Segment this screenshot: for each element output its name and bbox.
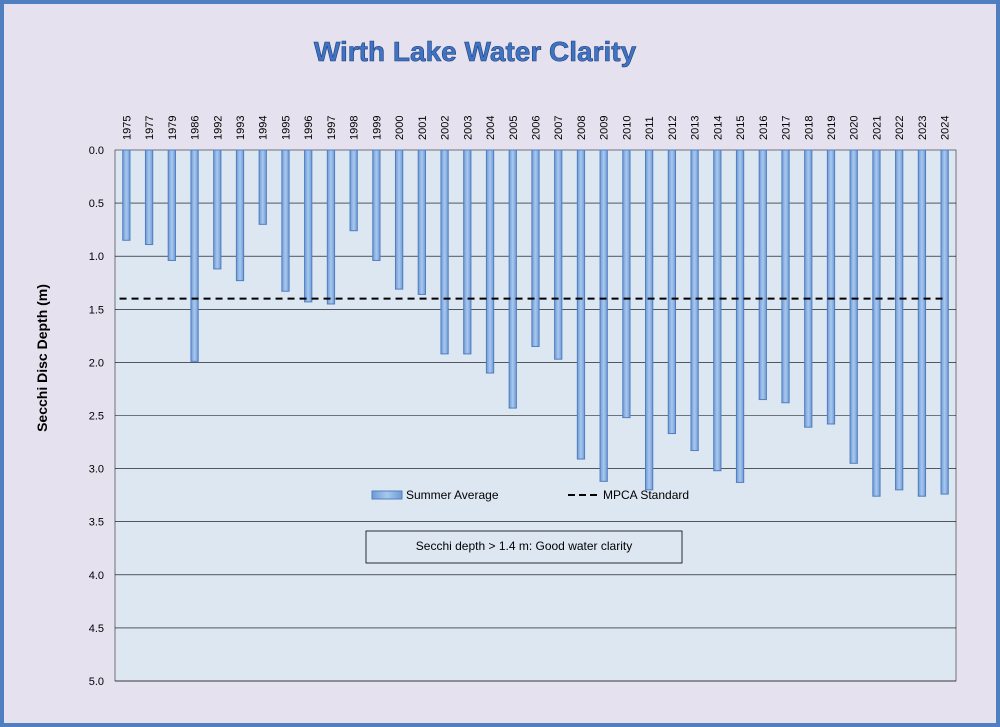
y-tick-label: 3.0 [89,464,104,476]
bar-2016 [758,149,767,401]
bar-1995 [281,149,290,292]
annotation-text: Secchi depth > 1.4 m: Good water clarity [416,539,632,553]
y-tick-label: 0.0 [89,145,104,157]
x-tick-label: 2018 [803,116,815,140]
chart-title: Wirth Lake Water Clarity [314,36,637,67]
bar-1997 [326,149,336,305]
x-tick-label: 2010 [621,116,633,140]
bar-2002 [440,149,449,355]
x-tick-label: 2000 [394,116,406,140]
x-tick-label: 2011 [644,116,656,140]
legend-label-summer-average: Summer Average [406,488,499,502]
bar-1992 [213,149,222,270]
bar-2017 [781,149,790,404]
bar-2022 [895,149,904,491]
x-tick-label: 2017 [781,116,793,140]
x-tick-label: 1995 [280,116,292,140]
x-tick-label: 1997 [326,116,338,140]
x-tick-label: 1999 [371,116,383,140]
bar-2007 [554,149,563,360]
y-tick-label: 5.0 [89,676,104,688]
x-tick-label: 2020 [849,116,861,140]
x-tick-label: 2001 [417,116,429,140]
x-tick-label: 1996 [303,116,315,140]
legend-swatch-summer-average [371,490,403,500]
y-tick-label: 1.5 [89,304,104,316]
legend: Summer Average MPCA Standard [371,488,689,502]
bar-1977 [144,149,154,246]
x-tick-label: 2002 [440,116,452,140]
bar-2000 [394,149,404,290]
bar-2003 [463,149,472,355]
x-tick-label: 2015 [735,116,747,140]
x-tick-label: 2021 [871,116,883,140]
x-tick-label: 2003 [462,116,474,140]
bar-2019 [826,149,836,425]
x-tick-label: 2008 [576,116,588,140]
bar-2010 [622,149,631,419]
bar-1994 [258,149,267,225]
x-tick-label: 2009 [599,116,611,140]
bar-2014 [713,149,722,472]
x-tick-label: 1979 [167,116,179,140]
x-tick-label: 2022 [894,116,906,140]
bar-1975 [122,149,131,241]
x-tick-label: 2019 [826,116,838,140]
x-tick-label: 1998 [349,116,361,140]
x-tick-label: 2006 [531,116,543,140]
x-tick-label: 2004 [485,116,497,140]
bar-2024 [940,149,949,495]
x-tick-label: 2005 [508,116,520,140]
y-tick-label: 0.5 [89,198,104,210]
x-tick-label: 2023 [917,116,929,140]
x-tick-label: 1975 [121,116,133,140]
x-tick-label: 2013 [690,116,702,140]
x-tick-label: 1986 [190,116,202,140]
y-tick-labels: 0.0 0.5 1.0 1.5 2.0 2.5 3.0 3.5 4.0 4.5 5.0 [89,145,104,688]
bar-2006 [531,149,540,347]
bar-2005 [508,149,517,409]
bar-1979 [167,149,176,261]
x-tick-label: 1992 [212,116,224,140]
bar-1998 [349,149,358,232]
y-tick-label: 4.0 [89,570,104,582]
y-tick-label: 2.0 [89,357,104,369]
y-tick-label: 1.0 [89,251,104,263]
y-axis-label: Secchi Disc Depth (m) [34,284,50,432]
bar-2020 [849,149,858,464]
x-tick-label: 2016 [758,116,770,140]
bar-2008 [576,149,586,460]
y-tick-label: 2.5 [89,411,104,423]
bar-2004 [485,149,495,374]
bar-2021 [872,149,881,497]
bar-2012 [667,149,677,435]
bar-series [122,149,949,497]
bar-1999 [372,149,381,261]
bar-2009 [599,149,608,482]
x-tick-label: 2024 [940,116,952,140]
annotation-box: Secchi depth > 1.4 m: Good water clarity [365,530,683,564]
x-tick-label: 2014 [712,116,724,140]
bar-2018 [804,149,813,428]
legend-label-mpca-standard: MPCA Standard [603,488,689,502]
bar-2001 [417,149,426,295]
x-tick-label: 2007 [553,116,565,140]
x-tick-label: 1993 [235,116,247,140]
x-tick-label: 2012 [667,116,679,140]
y-tick-label: 3.5 [89,517,104,529]
x-tick-label: 1994 [258,116,270,140]
x-tick-labels: 1975 1977 1979 1986 1992 1993 1994 1995 1996 1997… [121,116,951,140]
bar-2023 [917,149,927,497]
bar-2013 [690,149,699,452]
bar-2015 [735,149,745,483]
bar-1996 [304,149,313,303]
y-tick-label: 4.5 [89,623,104,635]
bar-1986 [190,149,199,362]
bar-1993 [235,149,245,282]
bar-2011 [645,149,654,491]
x-tick-label: 1977 [144,116,156,140]
